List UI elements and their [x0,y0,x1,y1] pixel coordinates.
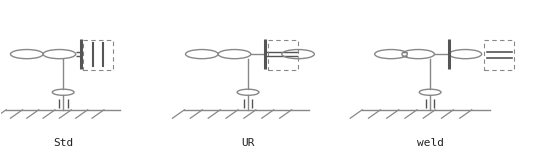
Bar [268,40,298,70]
Bar [83,40,113,70]
Text: UR: UR [241,138,255,148]
Bar [485,40,514,70]
Text: weld: weld [416,138,444,148]
Text: Std: Std [53,138,74,148]
